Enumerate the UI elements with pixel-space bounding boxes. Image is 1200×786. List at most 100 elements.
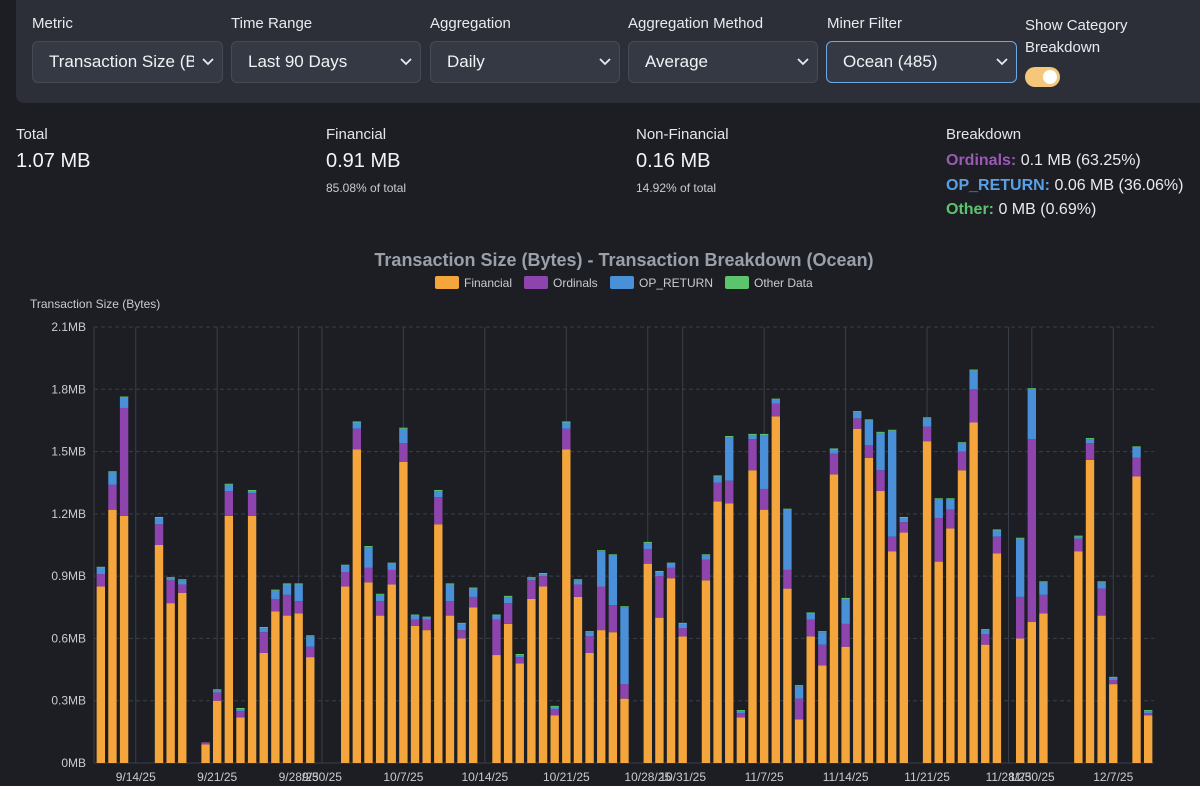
- bar-segment-other-data[interactable]: [282, 583, 292, 585]
- bar-segment-financial[interactable]: [410, 625, 420, 763]
- bar-segment-other-data[interactable]: [899, 516, 908, 519]
- bar-segment-op-return[interactable]: [1097, 582, 1106, 589]
- bar-segment-op-return[interactable]: [887, 430, 897, 537]
- bar-segment-other-data[interactable]: [236, 707, 245, 710]
- bar-segment-other-data[interactable]: [1109, 676, 1118, 678]
- legend-item-label[interactable]: Other Data: [754, 276, 813, 290]
- bar-segment-ordinals[interactable]: [224, 491, 234, 516]
- bar-segment-financial[interactable]: [562, 449, 571, 764]
- bar-segment-op-return[interactable]: [213, 690, 222, 693]
- bar-segment-financial[interactable]: [608, 632, 618, 763]
- bar-segment-op-return[interactable]: [387, 563, 396, 570]
- bar-segment-op-return[interactable]: [643, 542, 652, 550]
- bar-segment-ordinals[interactable]: [748, 439, 757, 471]
- bar-segment-ordinals[interactable]: [981, 634, 990, 645]
- bar-segment-op-return[interactable]: [818, 632, 827, 645]
- bar-segment-ordinals[interactable]: [399, 443, 408, 462]
- bar-segment-op-return[interactable]: [794, 686, 804, 699]
- bar-segment-financial[interactable]: [597, 630, 606, 763]
- bar-segment-other-data[interactable]: [341, 564, 350, 566]
- bar-segment-op-return[interactable]: [981, 630, 990, 635]
- bar-segment-financial[interactable]: [806, 636, 815, 763]
- bar-segment-ordinals[interactable]: [864, 445, 874, 458]
- bar-segment-financial[interactable]: [748, 470, 757, 763]
- bar-segment-other-data[interactable]: [585, 631, 594, 633]
- bar-segment-op-return[interactable]: [492, 615, 501, 620]
- bar-segment-other-data[interactable]: [806, 612, 815, 614]
- bar-segment-financial[interactable]: [841, 646, 850, 763]
- bar-segment-ordinals[interactable]: [597, 586, 606, 631]
- bar-segment-financial[interactable]: [341, 586, 350, 763]
- bar-segment-ordinals[interactable]: [434, 497, 443, 525]
- bar-segment-financial[interactable]: [119, 515, 129, 763]
- bar-segment-ordinals[interactable]: [213, 692, 222, 701]
- bar-segment-op-return[interactable]: [922, 418, 932, 427]
- bar-segment-ordinals[interactable]: [108, 484, 117, 510]
- bar-segment-other-data[interactable]: [178, 579, 187, 581]
- bar-segment-other-data[interactable]: [1097, 581, 1106, 583]
- bar-segment-financial[interactable]: [550, 715, 559, 763]
- bar-segment-other-data[interactable]: [1015, 537, 1025, 539]
- bar-segment-op-return[interactable]: [503, 596, 513, 604]
- bar-segment-financial[interactable]: [876, 491, 885, 763]
- bar-segment-op-return[interactable]: [247, 491, 257, 494]
- bar-segment-financial[interactable]: [108, 509, 117, 763]
- bar-segment-other-data[interactable]: [655, 570, 664, 572]
- bar-segment-op-return[interactable]: [1074, 536, 1083, 539]
- bar-segment-other-data[interactable]: [981, 629, 990, 631]
- time-range-select[interactable]: Last 90 Days: [231, 41, 421, 83]
- bar-segment-financial[interactable]: [1143, 715, 1153, 763]
- legend-item-label[interactable]: Ordinals: [553, 276, 598, 290]
- bar-segment-financial[interactable]: [573, 596, 583, 763]
- bar-segment-op-return[interactable]: [236, 709, 245, 712]
- bar-segment-ordinals[interactable]: [503, 603, 513, 624]
- bar-segment-financial[interactable]: [1039, 613, 1048, 763]
- bar-segment-op-return[interactable]: [1085, 439, 1095, 444]
- bar-segment-financial[interactable]: [1027, 621, 1036, 763]
- bar-segment-op-return[interactable]: [771, 399, 780, 404]
- bar-segment-other-data[interactable]: [527, 577, 536, 579]
- bar-segment-op-return[interactable]: [527, 578, 536, 581]
- bar-segment-financial[interactable]: [422, 630, 431, 763]
- bar-segment-financial[interactable]: [725, 503, 734, 763]
- bar-segment-financial[interactable]: [713, 501, 722, 763]
- bar-segment-financial[interactable]: [794, 719, 804, 763]
- bar-segment-financial[interactable]: [934, 561, 943, 763]
- bar-segment-ordinals[interactable]: [655, 576, 664, 618]
- bar-segment-op-return[interactable]: [410, 615, 420, 620]
- bar-segment-financial[interactable]: [829, 474, 839, 763]
- bar-segment-op-return[interactable]: [655, 571, 664, 577]
- bar-segment-financial[interactable]: [1097, 615, 1106, 763]
- bar-segment-financial[interactable]: [201, 744, 210, 763]
- bar-segment-op-return[interactable]: [515, 655, 524, 658]
- bar-segment-ordinals[interactable]: [666, 567, 676, 579]
- bar-segment-op-return[interactable]: [748, 434, 757, 440]
- bar-segment-ordinals[interactable]: [573, 584, 583, 597]
- bar-segment-other-data[interactable]: [1143, 710, 1153, 712]
- bar-segment-financial[interactable]: [922, 441, 932, 763]
- bar-segment-other-data[interactable]: [992, 529, 1002, 531]
- bar-segment-other-data[interactable]: [759, 433, 769, 435]
- bar-segment-financial[interactable]: [224, 515, 234, 763]
- bar-segment-op-return[interactable]: [306, 636, 315, 647]
- bar-segment-ordinals[interactable]: [701, 559, 711, 581]
- bar-segment-other-data[interactable]: [620, 606, 629, 608]
- bar-segment-ordinals[interactable]: [957, 451, 967, 471]
- bar-segment-other-data[interactable]: [306, 635, 315, 637]
- bar-segment-ordinals[interactable]: [166, 580, 175, 604]
- bar-segment-other-data[interactable]: [294, 583, 303, 585]
- bar-segment-op-return[interactable]: [550, 706, 559, 710]
- legend-item-label[interactable]: OP_RETURN: [639, 276, 713, 290]
- bar-segment-op-return[interactable]: [282, 584, 292, 595]
- bar-segment-financial[interactable]: [1132, 476, 1141, 763]
- bar-segment-financial[interactable]: [853, 428, 862, 763]
- bar-segment-ordinals[interactable]: [585, 636, 594, 653]
- bar-segment-other-data[interactable]: [666, 562, 676, 564]
- bar-segment-ordinals[interactable]: [829, 453, 839, 475]
- bar-segment-op-return[interactable]: [585, 632, 594, 637]
- bar-segment-other-data[interactable]: [96, 566, 106, 568]
- bar-segment-financial[interactable]: [247, 515, 257, 763]
- bar-segment-other-data[interactable]: [166, 577, 175, 579]
- bar-segment-financial[interactable]: [759, 509, 769, 763]
- bar-segment-financial[interactable]: [655, 617, 664, 763]
